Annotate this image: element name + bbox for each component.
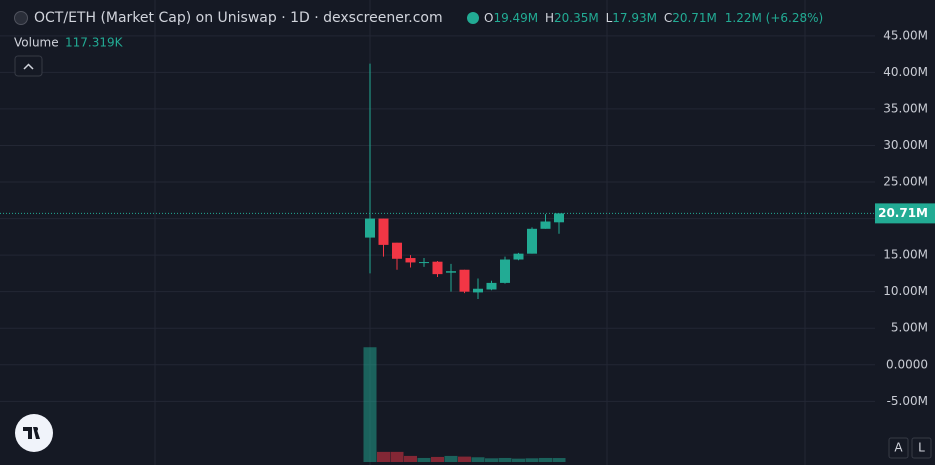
candle-body bbox=[513, 253, 524, 260]
ohlc: O19.49M H20.35M L17.93M C20.71M 1.22M (+… bbox=[484, 11, 823, 25]
y-tick-label: 15.00M bbox=[883, 248, 928, 262]
y-tick-label: 10.00M bbox=[883, 284, 928, 298]
h-value: 20.35M bbox=[554, 11, 599, 25]
y-tick-label: 40.00M bbox=[883, 65, 928, 79]
l-value: 17.93M bbox=[612, 11, 657, 25]
l-key: L bbox=[606, 11, 613, 25]
c-value: 20.71M bbox=[672, 11, 717, 25]
candle-body bbox=[378, 218, 389, 245]
h-key: H bbox=[545, 11, 554, 25]
y-tick-label: -5.00M bbox=[887, 394, 928, 408]
log-scale-label: L bbox=[918, 441, 925, 455]
volume-bar bbox=[512, 458, 525, 462]
c-key: C bbox=[664, 11, 672, 25]
candle-body bbox=[405, 258, 416, 263]
volume-value: 117.319K bbox=[65, 36, 124, 50]
volume-bar bbox=[390, 451, 404, 462]
tv-logo[interactable] bbox=[15, 414, 53, 452]
last-price-label: 20.71M bbox=[878, 206, 928, 220]
volume-bar bbox=[363, 347, 377, 462]
header: OCT/ETH (Market Cap) on Uniswap · 1D · d… bbox=[14, 10, 823, 77]
auto-scale-label: A bbox=[894, 441, 903, 455]
candle-body bbox=[486, 282, 497, 290]
collapse-button[interactable] bbox=[14, 55, 43, 77]
chart-title: OCT/ETH (Market Cap) on Uniswap · 1D · d… bbox=[34, 10, 443, 26]
candle-body bbox=[392, 242, 402, 259]
volume-bar bbox=[417, 457, 431, 462]
candle-body bbox=[540, 221, 551, 229]
log-scale-button[interactable] bbox=[911, 437, 932, 459]
candle-body bbox=[432, 261, 443, 275]
candle-body bbox=[527, 228, 537, 254]
change: 1.22M (+6.28%) bbox=[725, 11, 823, 25]
y-tick-label: 25.00M bbox=[883, 175, 928, 189]
volume-bar bbox=[498, 457, 512, 462]
scale-buttons: A L bbox=[888, 437, 932, 459]
y-tick-label: 30.00M bbox=[883, 138, 928, 152]
last-price-tag bbox=[875, 203, 935, 224]
o-value: 19.49M bbox=[493, 11, 538, 25]
volume-bar bbox=[458, 456, 471, 462]
candle-body bbox=[554, 213, 564, 223]
y-tick-label: 0.0000 bbox=[886, 357, 928, 371]
volume-bar bbox=[431, 456, 444, 462]
volume-bar bbox=[552, 458, 566, 462]
o-key: O bbox=[484, 11, 493, 25]
candle-body bbox=[419, 262, 429, 264]
volume-bar bbox=[485, 458, 498, 462]
candle-body bbox=[500, 259, 510, 283]
vertical-grid bbox=[0, 0, 875, 465]
volume-bar bbox=[377, 451, 390, 462]
volume-bar bbox=[471, 457, 485, 462]
status-dot bbox=[467, 12, 479, 24]
volume-bar bbox=[525, 458, 539, 462]
volume-bar bbox=[444, 455, 458, 462]
candle-body bbox=[365, 218, 375, 238]
volume-bar bbox=[539, 457, 552, 462]
candle-body bbox=[459, 269, 470, 292]
symbol-icon bbox=[14, 11, 28, 25]
auto-scale-button[interactable] bbox=[888, 437, 909, 459]
candle-body bbox=[446, 271, 456, 273]
chevron-icon bbox=[23, 63, 34, 70]
y-tick-label: 45.00M bbox=[883, 28, 928, 42]
y-tick-label: 35.00M bbox=[883, 101, 928, 115]
volume-title: Volume bbox=[14, 36, 59, 50]
y-tick-label: 5.00M bbox=[891, 321, 928, 335]
candle-body bbox=[473, 288, 483, 293]
volume-bar bbox=[404, 455, 417, 462]
